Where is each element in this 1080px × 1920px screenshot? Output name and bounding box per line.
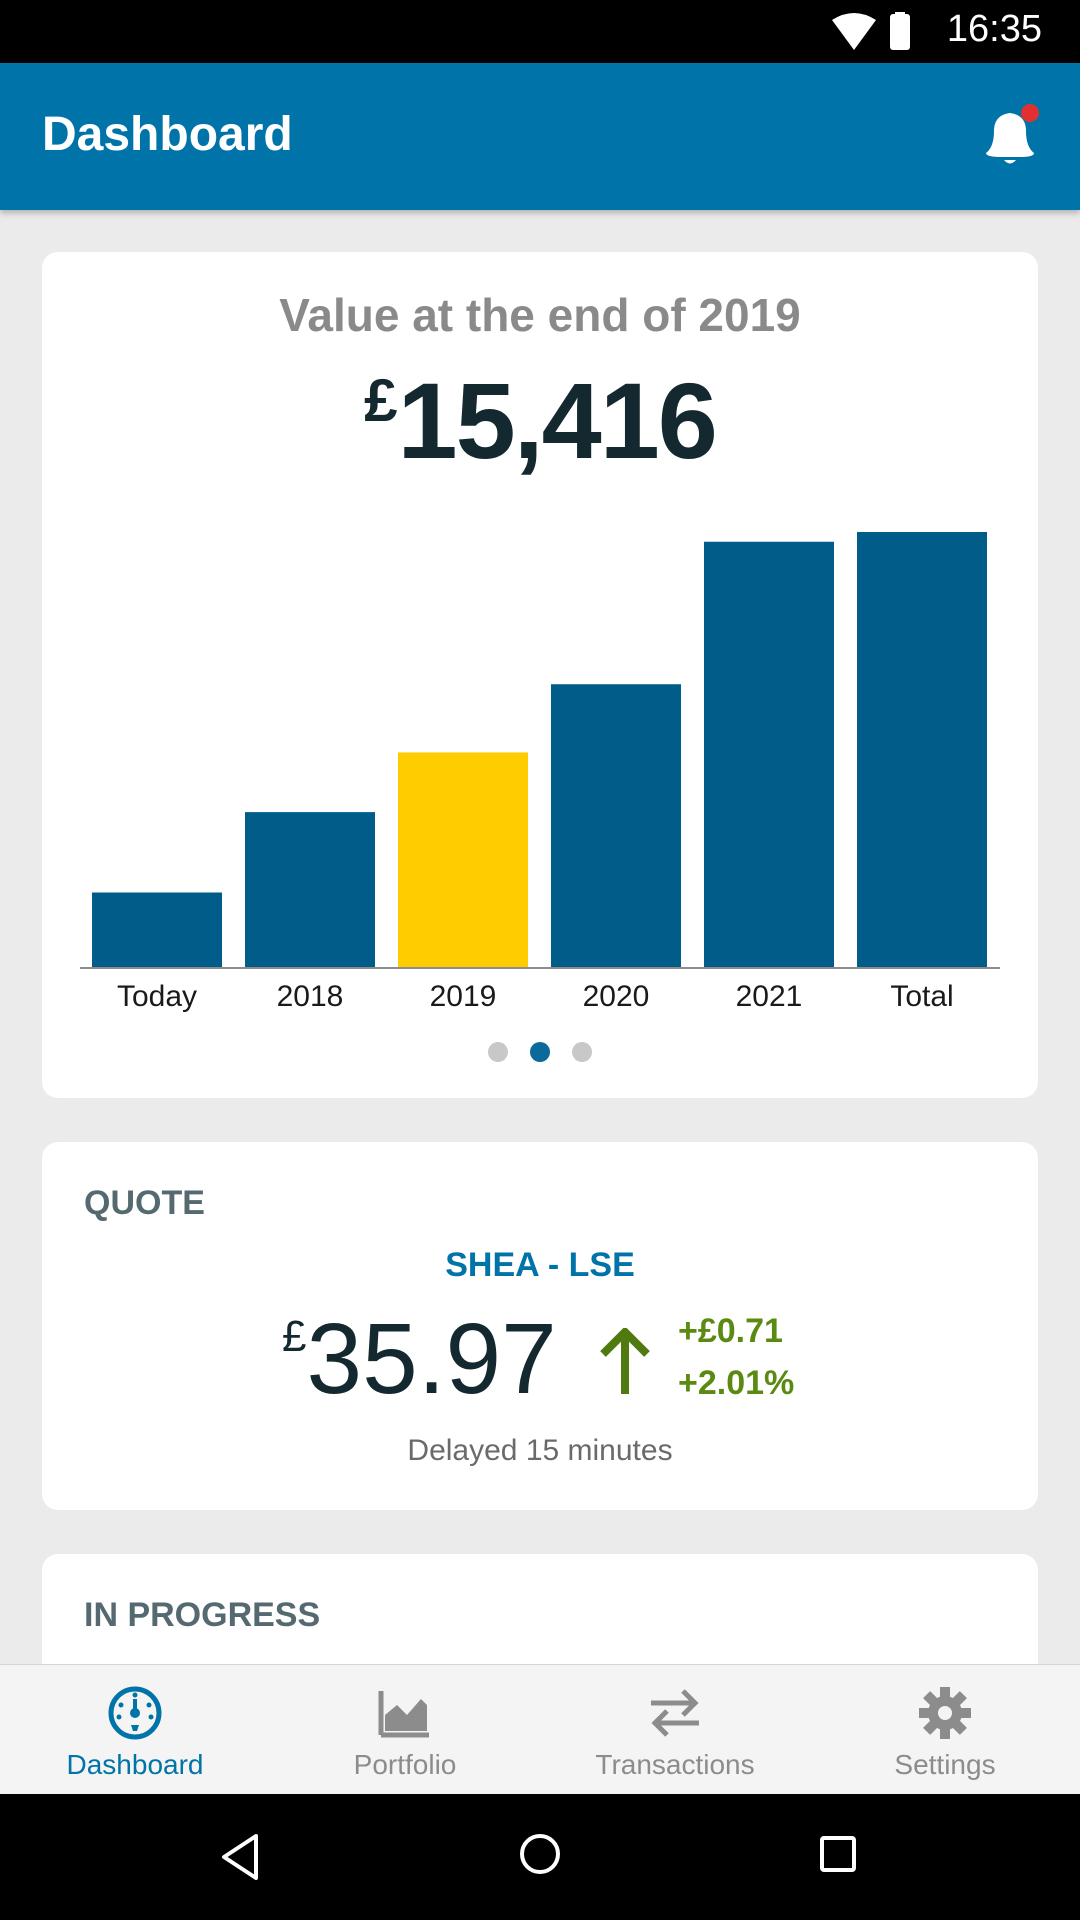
chart-tick-label: 2021 <box>736 980 803 1013</box>
nav-portfolio[interactable]: Portfolio <box>270 1665 540 1795</box>
nav-label: Settings <box>894 1749 996 1780</box>
status-bar: 16:35 <box>0 0 1080 63</box>
currency-symbol: £ <box>364 367 398 434</box>
page-indicator-dot-active[interactable] <box>530 1042 550 1062</box>
bell-icon <box>986 104 1039 164</box>
price-value: 35.97 <box>306 1303 557 1415</box>
in-progress-card[interactable]: IN PROGRESS <box>42 1554 1038 1674</box>
notifications-button[interactable] <box>980 103 1042 171</box>
value-heading: Value at the end of 2019 <box>279 289 801 341</box>
value-card[interactable]: Value at the end of 2019 £15,416 Today 20… <box>42 252 1038 1098</box>
back-icon[interactable] <box>218 1832 262 1882</box>
price-currency: £ <box>282 1312 307 1361</box>
recents-icon[interactable] <box>818 1834 858 1874</box>
status-time: 16:35 <box>946 8 1042 50</box>
nav-label: Transactions <box>595 1749 755 1780</box>
ticker-symbol: SHEA - LSE <box>445 1246 635 1284</box>
status-icons <box>830 12 920 57</box>
page-title: Dashboard <box>42 108 293 161</box>
quote-label: QUOTE <box>84 1184 205 1222</box>
chart-tick-label: 2019 <box>430 980 497 1013</box>
chart-bar-2018[interactable] <box>245 812 375 968</box>
notification-badge <box>1021 104 1039 122</box>
nav-label: Dashboard <box>66 1749 204 1780</box>
chart-bar-2019[interactable] <box>398 752 528 968</box>
wifi-icon <box>832 12 910 50</box>
chart-tick-label: Today <box>117 980 197 1013</box>
chart-bar-2020[interactable] <box>551 684 681 968</box>
change-absolute: +£0.71 <box>678 1312 783 1350</box>
nav-dashboard[interactable]: Dashboard <box>0 1665 270 1795</box>
nav-label: Portfolio <box>353 1749 457 1780</box>
change-percent: +2.01% <box>678 1364 795 1402</box>
chart-bar-2021[interactable] <box>704 541 834 968</box>
chart-tick-label: Total <box>890 980 953 1013</box>
delay-note: Delayed 15 minutes <box>407 1434 673 1467</box>
stock-price: £35.97 <box>282 1302 557 1417</box>
page-indicator-dot[interactable] <box>572 1042 592 1062</box>
nav-transactions[interactable]: Transactions <box>540 1665 810 1795</box>
value-bar-chart: Today 2018 2019 2020 2021 Total <box>80 532 1000 1013</box>
chart-bar-today[interactable] <box>92 892 222 968</box>
chart-bar-total[interactable] <box>857 532 987 968</box>
gear-icon <box>919 1687 971 1739</box>
nav-settings[interactable]: Settings <box>810 1665 1080 1795</box>
app-bar: Dashboard <box>0 63 1080 210</box>
quote-card[interactable]: QUOTE SHEA - LSE £35.97 +£0.71 +2.01% De… <box>42 1142 1038 1510</box>
bottom-navigation: Dashboard Portfolio Transactions <box>0 1664 1080 1795</box>
battery-icon <box>890 14 910 50</box>
arrow-up-icon <box>600 1328 650 1394</box>
chart-tick-label: 2018 <box>277 980 344 1013</box>
value-amount: £15,416 <box>42 358 1038 483</box>
chart-tick-label: 2020 <box>583 980 650 1013</box>
home-icon[interactable] <box>518 1832 562 1876</box>
dashboard-gauge-icon <box>108 1686 162 1740</box>
system-navigation-bar <box>0 1794 1080 1920</box>
in-progress-label: IN PROGRESS <box>84 1596 321 1634</box>
swap-arrows-icon <box>651 1689 699 1737</box>
value-number: 15,416 <box>397 360 718 481</box>
page-indicator-dot[interactable] <box>488 1042 508 1062</box>
area-chart-icon <box>378 1691 429 1738</box>
